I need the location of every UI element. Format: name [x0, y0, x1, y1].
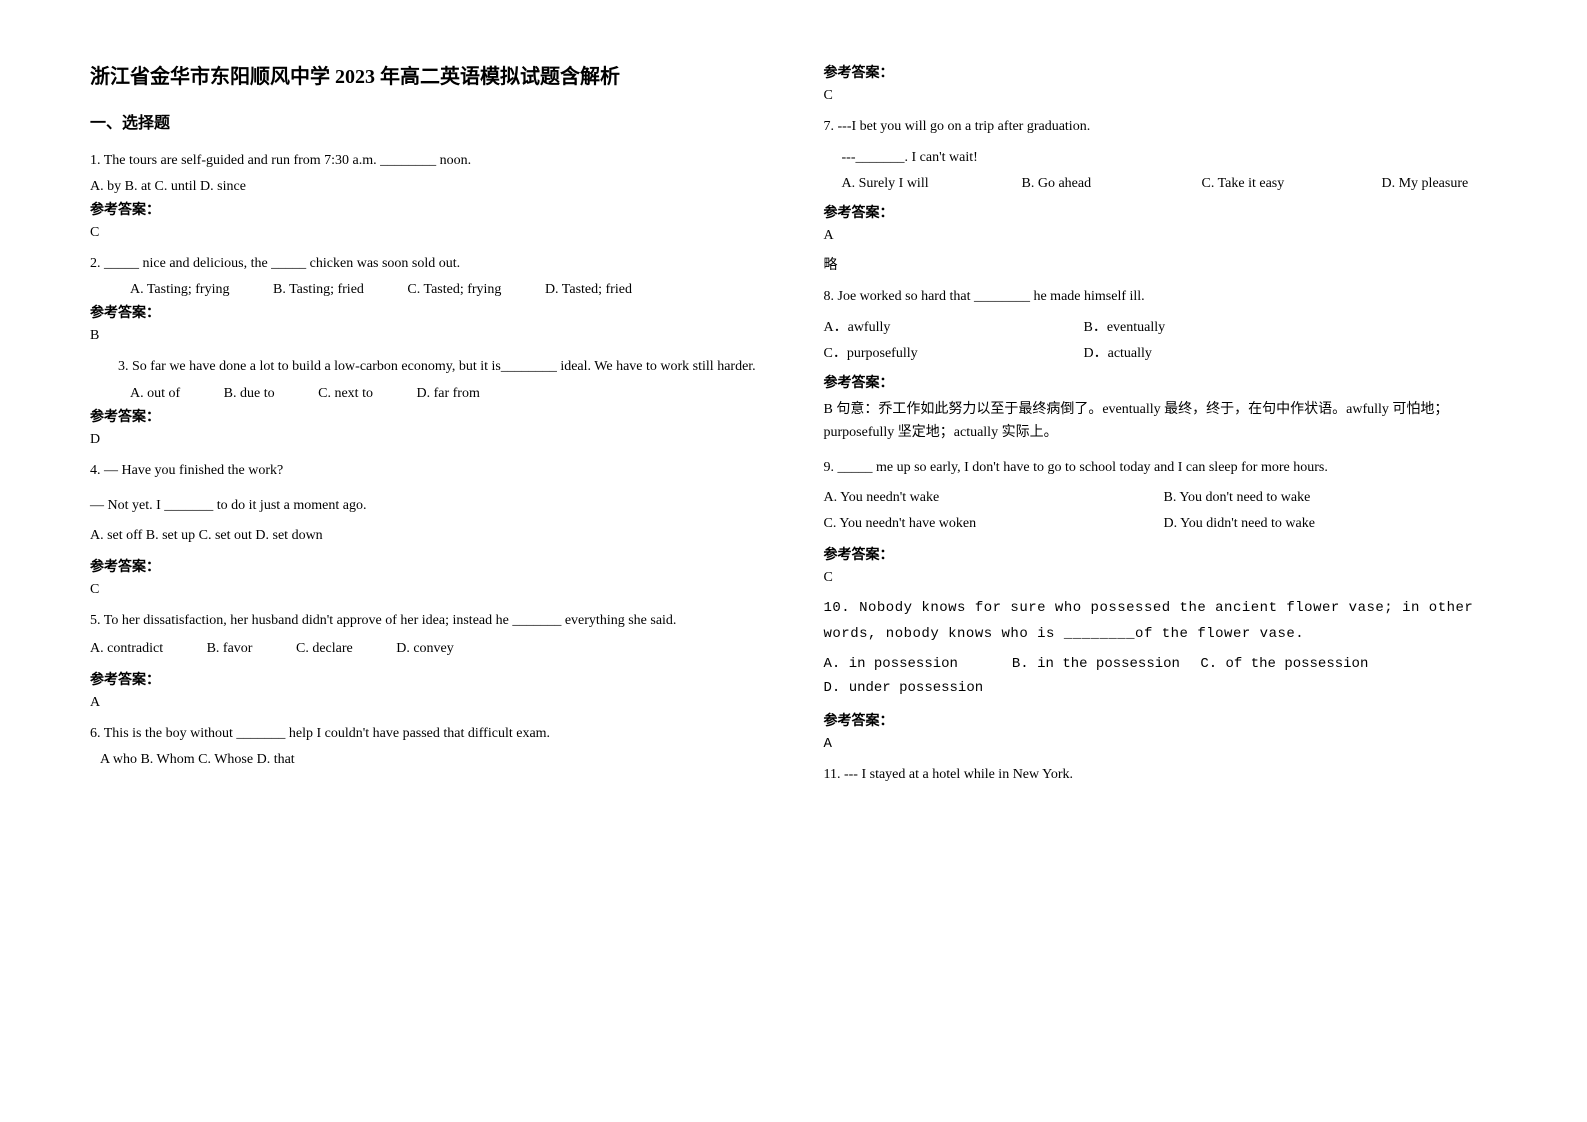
answer-label: 参考答案： [824, 202, 1498, 222]
q5-opt-d: D. convey [396, 641, 454, 657]
q2-opt-c: C. Tasted; frying [407, 282, 501, 298]
question-9-options-row1: A. You needn't wake B. You don't need to… [824, 490, 1498, 506]
question-3-answer: D [90, 432, 764, 448]
q9-opt-b: B. You don't need to wake [1164, 490, 1311, 506]
question-8-explain: B 句意：乔工作如此努力以至于最终病倒了。eventually 最终，终于，在句… [824, 398, 1498, 446]
question-6-answer: C [824, 88, 1498, 104]
question-10-answer: A [824, 736, 1498, 752]
question-6-options: A who B. Whom C. Whose D. that [100, 752, 764, 768]
section-header: 一、选择题 [90, 109, 764, 133]
q7-opt-b: B. Go ahead [1022, 176, 1202, 192]
question-3-options: A. out of B. due to C. next to D. far fr… [90, 386, 764, 402]
question-9-options-row2: C. You needn't have woken D. You didn't … [824, 516, 1498, 532]
answer-label: 参考答案： [90, 669, 764, 689]
right-column: 参考答案： C 7. ---I bet you will go on a tri… [824, 60, 1498, 794]
question-4-line1: 4. — Have you finished the work? [90, 458, 764, 483]
question-1-options: A. by B. at C. until D. since [90, 179, 764, 195]
q8-opt-d: D．actually [1084, 342, 1152, 362]
q10-opt-a: A. in possession [824, 653, 1004, 677]
q3-opt-d: D. far from [416, 386, 479, 402]
question-3: 3. So far we have done a lot to build a … [90, 354, 764, 379]
question-7-line2: ---_______. I can't wait! [842, 145, 1498, 170]
q7-opt-d: D. My pleasure [1382, 176, 1469, 192]
q5-opt-a: A. contradict [90, 641, 163, 657]
question-9: 9. _____ me up so early, I don't have to… [824, 455, 1498, 480]
question-2: 2. _____ nice and delicious, the _____ c… [90, 251, 764, 276]
answer-label: 参考答案： [824, 710, 1498, 730]
q8-opt-c: C．purposefully [824, 342, 1084, 362]
question-4-options: A. set off B. set up C. set out D. set d… [90, 528, 764, 544]
page-container: 浙江省金华市东阳顺风中学 2023 年高二英语模拟试题含解析 一、选择题 1. … [90, 60, 1497, 794]
question-4-answer: C [90, 582, 764, 598]
question-7-options: A. Surely I will B. Go ahead C. Take it … [824, 176, 1498, 192]
q2-opt-d: D. Tasted; fried [545, 282, 632, 298]
question-7-line1: 7. ---I bet you will go on a trip after … [824, 114, 1498, 139]
q10-opt-c: C. of the possession [1200, 653, 1380, 677]
question-8: 8. Joe worked so hard that ________ he m… [824, 284, 1498, 309]
question-1-answer: C [90, 225, 764, 241]
question-1: 1. The tours are self-guided and run fro… [90, 148, 764, 173]
answer-label: 参考答案： [90, 199, 764, 219]
q9-opt-a: A. You needn't wake [824, 490, 1164, 506]
q8-opt-b: B．eventually [1084, 316, 1166, 336]
question-2-options: A. Tasting; frying B. Tasting; fried C. … [90, 282, 764, 298]
q3-opt-a: A. out of [130, 386, 180, 402]
question-10-options: A. in possession B. in the possession C.… [824, 653, 1498, 701]
question-8-options-row1: A．awfully B．eventually [824, 316, 1498, 336]
q7-opt-a: A. Surely I will [842, 176, 1022, 192]
question-7-extra: 略 [824, 254, 1498, 274]
q10-opt-d: D. under possession [824, 677, 984, 701]
question-4-line2: — Not yet. I _______ to do it just a mom… [90, 493, 764, 518]
question-9-answer: C [824, 570, 1498, 586]
answer-label: 参考答案： [90, 556, 764, 576]
answer-label: 参考答案： [90, 406, 764, 426]
q5-opt-c: C. declare [296, 641, 353, 657]
q2-opt-b: B. Tasting; fried [273, 282, 364, 298]
q7-opt-c: C. Take it easy [1202, 176, 1382, 192]
question-5-answer: A [90, 695, 764, 711]
answer-label: 参考答案： [90, 302, 764, 322]
q9-opt-c: C. You needn't have woken [824, 516, 1164, 532]
left-column: 浙江省金华市东阳顺风中学 2023 年高二英语模拟试题含解析 一、选择题 1. … [90, 60, 764, 794]
question-7-answer: A [824, 228, 1498, 244]
answer-label: 参考答案： [824, 544, 1498, 564]
q10-opt-b: B. in the possession [1012, 653, 1192, 677]
q3-opt-b: B. due to [224, 386, 275, 402]
question-6: 6. This is the boy without _______ help … [90, 721, 764, 746]
q8-opt-a: A．awfully [824, 316, 1084, 336]
q2-opt-a: A. Tasting; frying [130, 282, 229, 298]
q3-opt-c: C. next to [318, 386, 373, 402]
question-11: 11. --- I stayed at a hotel while in New… [824, 762, 1498, 787]
q9-opt-d: D. You didn't need to wake [1164, 516, 1315, 532]
question-2-answer: B [90, 328, 764, 344]
q5-opt-b: B. favor [207, 641, 253, 657]
answer-label: 参考答案： [824, 372, 1498, 392]
question-10: 10. Nobody knows for sure who possessed … [824, 596, 1498, 646]
answer-label: 参考答案： [824, 62, 1498, 82]
page-title: 浙江省金华市东阳顺风中学 2023 年高二英语模拟试题含解析 [90, 60, 764, 89]
question-5: 5. To her dissatisfaction, her husband d… [90, 608, 764, 633]
question-5-options: A. contradict B. favor C. declare D. con… [90, 641, 764, 657]
question-8-options-row2: C．purposefully D．actually [824, 342, 1498, 362]
